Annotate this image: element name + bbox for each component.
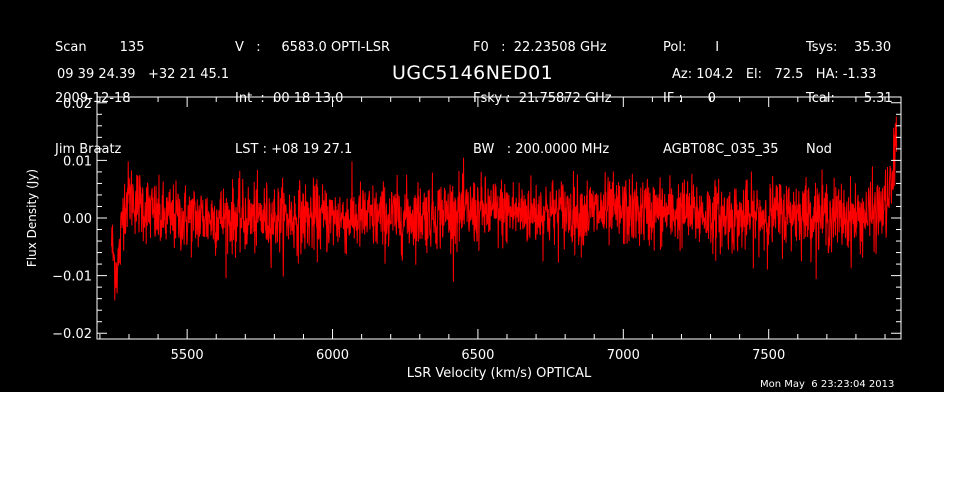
y-axis-label: Flux Density (Jy) xyxy=(25,169,39,267)
bandwidth: BW : 200.0000 MHz xyxy=(473,142,610,157)
lst: LST : +08 19 27.1 xyxy=(235,142,353,157)
if-number: IF : 0 xyxy=(663,91,716,106)
observer: Jim Braatz xyxy=(55,142,122,157)
sky-frequency: Fsky : 21.75872 GHz xyxy=(473,91,612,106)
source-coordinates: 09 39 24.39 +32 21 45.1 xyxy=(57,67,230,82)
plot-timestamp: Mon May 6 23:23:04 2013 xyxy=(760,379,895,390)
x-tick-label: 6000 xyxy=(316,348,349,363)
spectrum-trace-layer xyxy=(111,116,898,301)
obs-date: 2009-12-18 xyxy=(55,91,131,106)
velocity: V : 6583.0 OPTI-LSR xyxy=(235,40,391,55)
y-tick-label: 0.01 xyxy=(63,154,92,169)
tcal: Tcal: 5.31 xyxy=(806,91,893,106)
x-axis-label: LSR Velocity (km/s) OPTICAL xyxy=(407,366,592,381)
header-col-tsys: Tsys: 35.30 Tcal: 5.31 Nod xyxy=(806,5,893,192)
y-tick-label: −0.01 xyxy=(52,270,92,285)
source-name: UGC5146NED01 xyxy=(392,62,554,84)
x-tick-label: 5500 xyxy=(171,348,204,363)
scan-number: Scan 135 xyxy=(55,40,145,55)
header-col-velocity: V : 6583.0 OPTI-LSR Int : 00 18 13.0 LST… xyxy=(235,5,390,192)
integration-time: Int : 00 18 13.0 xyxy=(235,91,344,106)
axis-ticks: 5500 6000 6500 7000 7500 −0.02 −0.01 0.00 0.01 0.… xyxy=(52,97,901,363)
az-el-ha: Az: 104.2 El: 72.5 HA: -1.33 xyxy=(672,67,877,82)
rest-frequency: F0 : 22.23508 GHz xyxy=(473,40,607,55)
y-tick-label: −0.02 xyxy=(52,327,92,342)
spectrum-chart: 5500 6000 6500 7000 7500 −0.02 −0.01 0.00 0.01 0.… xyxy=(25,96,902,381)
polarization: Pol: I xyxy=(663,40,720,55)
x-tick-label: 7000 xyxy=(607,348,640,363)
y-tick-label: 0.00 xyxy=(63,212,92,227)
spectrum-line xyxy=(111,116,898,301)
tsys: Tsys: 35.30 xyxy=(806,40,892,55)
header-col-scan: Scan 135 2009-12-18 Jim Braatz xyxy=(55,5,144,192)
x-tick-label: 6500 xyxy=(461,348,494,363)
project-id: AGBT08C_035_35 xyxy=(663,142,779,157)
y-tick-label: 0.02 xyxy=(63,97,92,112)
x-tick-label: 7500 xyxy=(752,348,785,363)
header-col-pol: Pol: I IF : 0 AGBT08C_035_35 xyxy=(663,5,779,192)
header-col-frequency: F0 : 22.23508 GHz Fsky : 21.75872 GHz BW… xyxy=(473,5,612,192)
procedure: Nod xyxy=(806,142,832,157)
